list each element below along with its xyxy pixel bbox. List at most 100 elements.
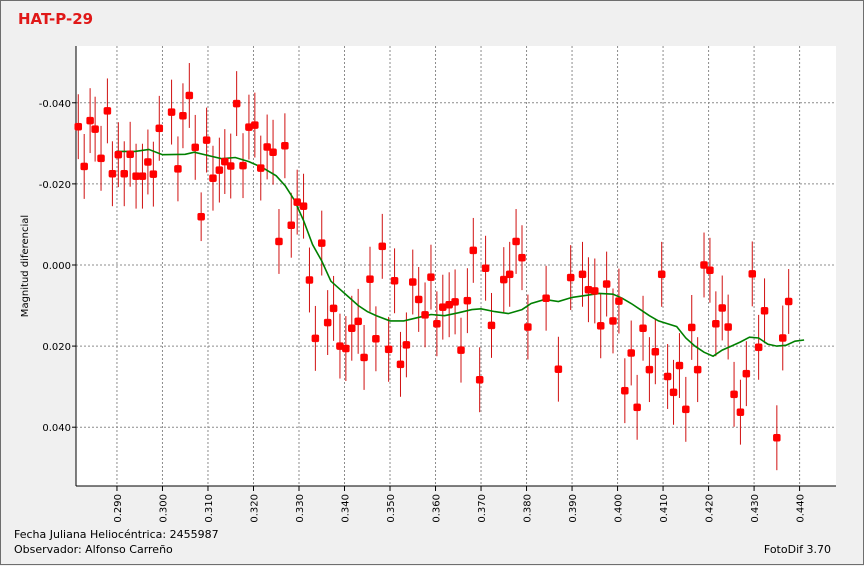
data-point [724,323,732,331]
data-point [179,112,187,120]
data-point [226,162,235,170]
x-tick-label: 0.430 [750,494,761,523]
data-point [500,275,508,284]
data-point [633,403,641,412]
data-point [596,322,605,330]
data-point [191,143,199,152]
data-point [657,270,666,279]
data-point [784,297,793,306]
data-point [669,388,678,397]
data-point [773,433,781,442]
data-point [269,148,277,156]
data-point [518,253,526,262]
data-point [409,278,417,286]
x-tick-label: 0.420 [705,494,716,523]
data-point [86,116,94,125]
data-point [132,172,140,180]
data-point [627,349,635,357]
grid [76,46,836,486]
trend-line [117,148,805,358]
data-point [427,273,435,281]
footer-software-version: FotoDif 3.70 [763,543,831,556]
data-point [209,174,217,182]
x-tick-label: 0.330 [295,494,306,523]
x-tick-label: 0.300 [158,494,169,523]
data-point [602,280,611,288]
plot-background [76,46,836,486]
data-point [554,365,563,373]
y-tick-label: 0.020 [42,342,71,353]
data-point [97,154,105,163]
data-point [730,390,738,399]
data-point [469,246,478,255]
x-tick-label: 0.390 [568,494,579,523]
data-point [736,408,745,416]
x-tick-label: 0.340 [341,494,352,523]
data-point [693,365,702,374]
data-point [155,124,164,133]
data-point [197,212,205,221]
data-point [103,107,112,115]
data-point [760,307,769,315]
data-point [542,294,550,302]
data-point [317,239,326,247]
y-tick-label: 0.040 [42,423,71,434]
x-tick-label: 0.440 [796,494,807,523]
data-point [566,273,575,282]
data-point [354,317,362,326]
data-point [433,320,441,328]
data-point [645,365,654,374]
data-point [475,376,484,384]
data-point [91,125,99,133]
data-point [232,99,241,108]
data-point [700,261,708,269]
data-point [342,344,350,353]
data-point [754,343,763,352]
data-point [682,405,690,414]
x-tick-label: 0.380 [523,494,534,523]
data-point [621,386,629,395]
data-point [138,172,147,180]
data-point [718,304,726,312]
tick-labels: 0.290 0.300 0.310 0.320 0.330 0.340 0.350 0.360… [39,99,807,523]
data-point [609,317,617,325]
data-point [712,320,720,328]
data-point [215,166,224,174]
data-point [779,334,787,342]
data-point [706,266,714,275]
data-point [108,169,117,178]
data-point [257,164,265,172]
data-point [457,346,465,354]
data-point [366,275,374,283]
x-tick-label: 0.320 [249,494,260,523]
data-point [323,318,332,327]
data-point [487,321,496,330]
chart-title: HAT-P-29 [18,10,94,28]
data-point [615,297,623,305]
data-point [174,165,182,173]
data-point [239,161,247,170]
data-point [167,108,176,116]
data-point [293,198,301,206]
data-point [126,150,134,159]
data-point [439,303,447,311]
data-point [451,298,459,306]
data-point [651,348,660,356]
data-point [251,121,259,129]
data-point [311,334,320,343]
data-point [360,353,368,362]
x-tick-label: 0.400 [614,494,625,523]
data-point [74,122,83,131]
data-point [396,360,405,369]
plot-area [76,46,836,486]
y-tick-label: -0.020 [39,180,71,191]
data-point [275,237,283,246]
data-point [687,323,696,332]
data-point [299,202,308,210]
y-tick-label: 0.000 [42,261,71,272]
data-point [202,136,211,144]
data-point [402,341,411,349]
x-tick-label: 0.350 [386,494,397,523]
x-tick-label: 0.410 [659,494,670,523]
